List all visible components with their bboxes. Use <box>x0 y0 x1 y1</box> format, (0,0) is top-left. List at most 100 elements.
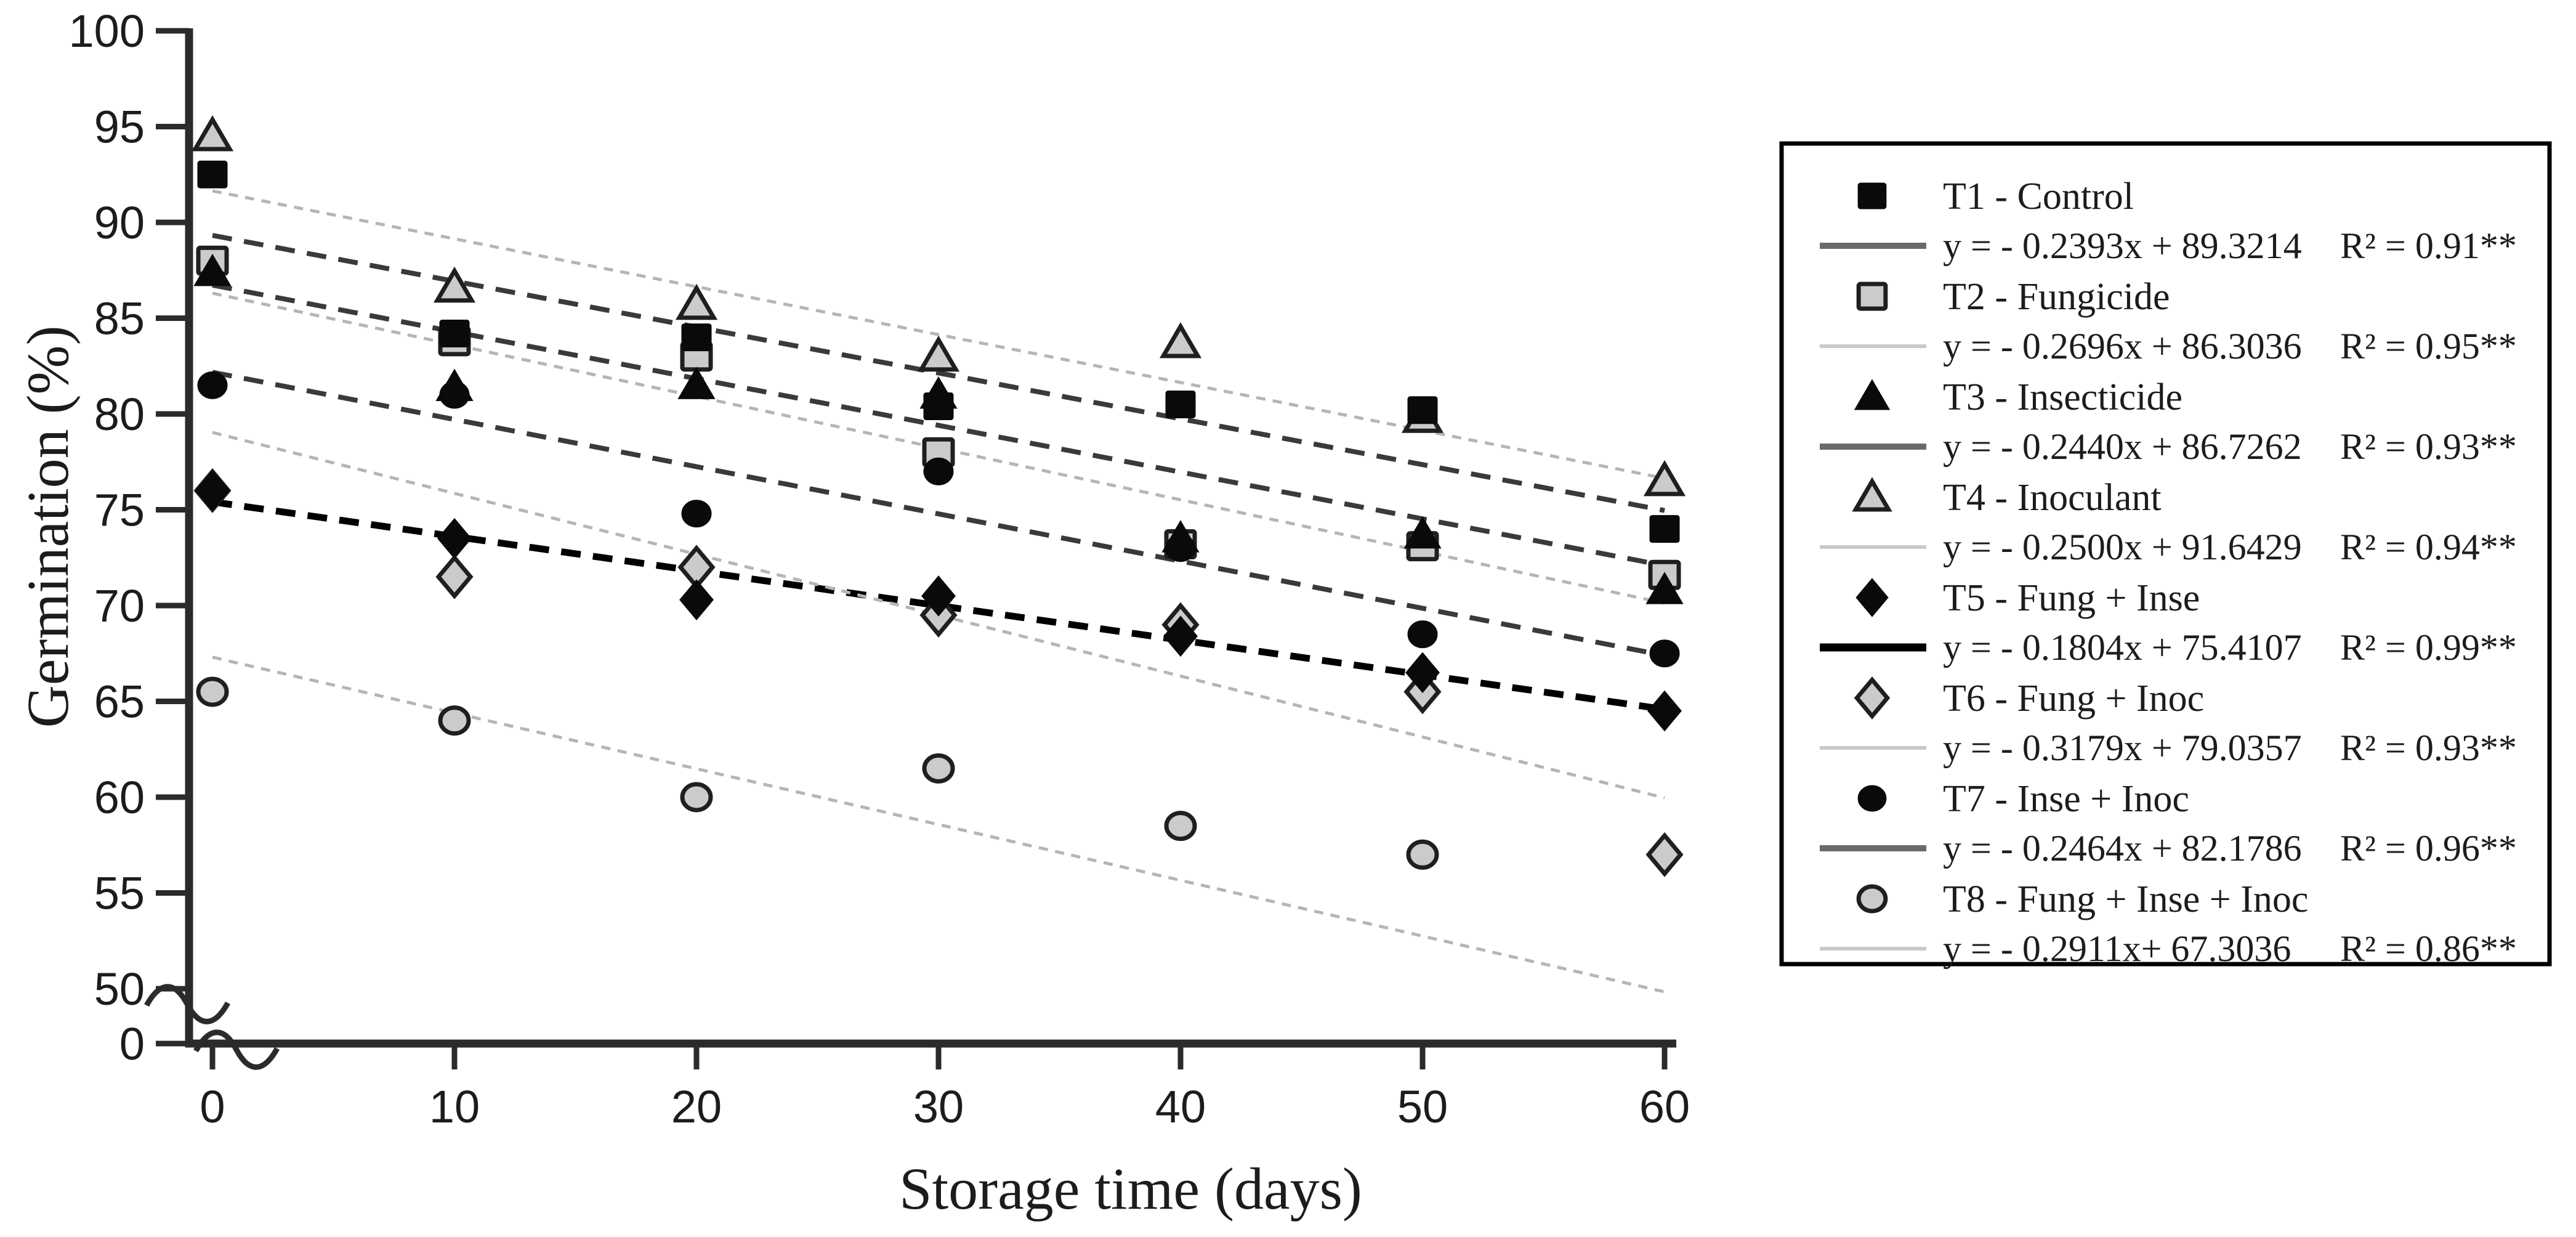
legend-r2-T3: R² = 0.93** <box>2340 426 2517 467</box>
point-T1-day30 <box>923 392 954 421</box>
legend-label-T3: T3 - Insecticide <box>1943 376 2182 418</box>
y-tick-label-0: 0 <box>119 1018 145 1069</box>
trendline-T8 <box>212 655 1665 994</box>
legend-marker-T8 <box>1856 884 1888 914</box>
point-T3-day0 <box>193 253 232 286</box>
point-T1-day50 <box>1407 396 1438 424</box>
legend-equation-T3: y = - 0.2440x + 86.7262 <box>1943 426 2302 467</box>
x-tick-label-30: 30 <box>913 1081 964 1132</box>
point-T1-day60 <box>1649 515 1680 543</box>
legend-label-T6: T6 - Fung + Inoc <box>1943 678 2204 720</box>
legend: T1 - Control y = - 0.2393x + 89.3214 R² = … <box>1779 141 2552 969</box>
point-T8-day20 <box>680 782 713 813</box>
point-T5-day20 <box>679 579 714 621</box>
legend-label-T5: T5 - Fung + Inse <box>1943 577 2200 619</box>
legend-label-T7: T7 - Inse + Inoc <box>1943 778 2189 820</box>
trendline-T3 <box>212 282 1665 569</box>
legend-marker-T5 <box>1855 578 1889 617</box>
y-tick-label-95: 95 <box>94 102 145 153</box>
legend-marker-T7 <box>1857 785 1887 812</box>
legend-equation-T4: y = - 0.2500x + 91.6429 <box>1943 527 2302 567</box>
point-T8-day40 <box>1164 811 1197 842</box>
x-axis-break-icon <box>193 1029 280 1070</box>
y-tick-label-90: 90 <box>94 197 145 248</box>
point-T4-day20 <box>675 283 718 320</box>
point-T6-day10 <box>435 554 474 599</box>
point-T5-day50 <box>1405 652 1440 694</box>
legend-label-T1: T1 - Control <box>1943 176 2134 217</box>
point-T5-day0 <box>195 470 230 511</box>
point-T5-day40 <box>1163 615 1198 657</box>
legend-equation-T8: y = - 0.2911x+ 67.3036 <box>1943 928 2291 969</box>
y-tick-label-80: 80 <box>94 389 145 440</box>
point-T8-day50 <box>1406 839 1439 870</box>
trendline-T1 <box>212 233 1665 513</box>
legend-label-T2: T2 - Fungicide <box>1943 276 2170 318</box>
trendline-T4 <box>212 189 1665 480</box>
y-tick-label-60: 60 <box>94 772 145 823</box>
point-T3-day20 <box>677 367 716 399</box>
point-T3-day50 <box>1403 516 1442 549</box>
legend-marker-T4 <box>1852 477 1892 512</box>
point-T6-day60 <box>1645 832 1684 877</box>
legend-box <box>1779 141 2552 967</box>
point-T5-day10 <box>437 517 472 559</box>
legend-equation-T5: y = - 0.1804x + 75.4107 <box>1943 627 2302 668</box>
point-T5-day30 <box>921 575 956 617</box>
y-tick-label-75: 75 <box>94 485 145 536</box>
legend-equation-T2: y = - 0.2696x + 86.3036 <box>1943 326 2302 367</box>
x-tick-label-50: 50 <box>1397 1081 1448 1132</box>
legend-equation-T1: y = - 0.2393x + 89.3214 <box>1943 225 2302 266</box>
point-T3-day40 <box>1161 520 1200 553</box>
legend-equation-T7: y = - 0.2464x + 82.1786 <box>1943 828 2302 869</box>
point-T3-day10 <box>435 368 474 401</box>
x-axis-title: Storage time (days) <box>899 1156 1362 1222</box>
legend-r2-T6: R² = 0.93** <box>2340 728 2517 768</box>
point-T4-day10 <box>433 266 476 303</box>
legend-r2-T4: R² = 0.94** <box>2340 527 2517 567</box>
y-axis-title: Germination (%) <box>15 325 81 728</box>
point-T4-day40 <box>1159 322 1202 359</box>
data-points <box>191 115 1686 877</box>
legend-r2-T5: R² = 0.99** <box>2340 627 2517 668</box>
point-T3-day60 <box>1645 572 1684 604</box>
legend-r2-T7: R² = 0.96** <box>2340 828 2517 869</box>
trendline-T7 <box>212 370 1665 658</box>
y-axis-break-icon <box>144 984 230 1024</box>
point-T7-day0 <box>197 371 228 399</box>
point-T1-day10 <box>439 319 470 347</box>
point-T5-day60 <box>1647 690 1682 732</box>
legend-marker-T3 <box>1854 379 1891 410</box>
legend-label-T8: T8 - Fung + Inse + Inoc <box>1943 878 2308 920</box>
point-T4-day0 <box>191 115 234 152</box>
x-tick-label-0: 0 <box>200 1081 225 1132</box>
point-T8-day0 <box>196 676 229 707</box>
y-tick-label-70: 70 <box>94 580 145 631</box>
legend-r2-T8: R² = 0.86** <box>2340 928 2517 969</box>
point-T7-day60 <box>1649 639 1680 668</box>
x-tick-label-40: 40 <box>1155 1081 1206 1132</box>
point-T1-day0 <box>197 160 228 189</box>
y-tick-label-50: 50 <box>94 963 145 1015</box>
legend-marker-T1 <box>1857 182 1887 209</box>
x-tick-label-60: 60 <box>1639 1081 1690 1132</box>
legend-marker-T2 <box>1856 282 1888 311</box>
legend-r2-T2: R² = 0.95** <box>2340 326 2517 367</box>
point-T1-day40 <box>1165 390 1196 418</box>
point-T4-day30 <box>917 335 960 372</box>
point-T4-day60 <box>1643 460 1686 497</box>
point-T1-day20 <box>681 323 712 352</box>
legend-label-T4: T4 - Inoculant <box>1943 477 2162 519</box>
point-T7-day50 <box>1407 620 1438 649</box>
axes: 50 55 60 65 70 75 80 85 90 95 100 0 0 10 20 30 40 50 60 <box>69 6 1690 1132</box>
legend-equation-T6: y = - 0.3179x + 79.0357 <box>1943 728 2302 768</box>
x-tick-label-10: 10 <box>429 1081 480 1132</box>
y-tick-label-65: 65 <box>94 676 145 728</box>
legend-r2-T1: R² = 0.91** <box>2340 225 2517 266</box>
point-T8-day10 <box>438 705 471 736</box>
point-T8-day30 <box>922 753 955 784</box>
point-T7-day30 <box>923 457 954 485</box>
y-tick-label-55: 55 <box>94 868 145 919</box>
